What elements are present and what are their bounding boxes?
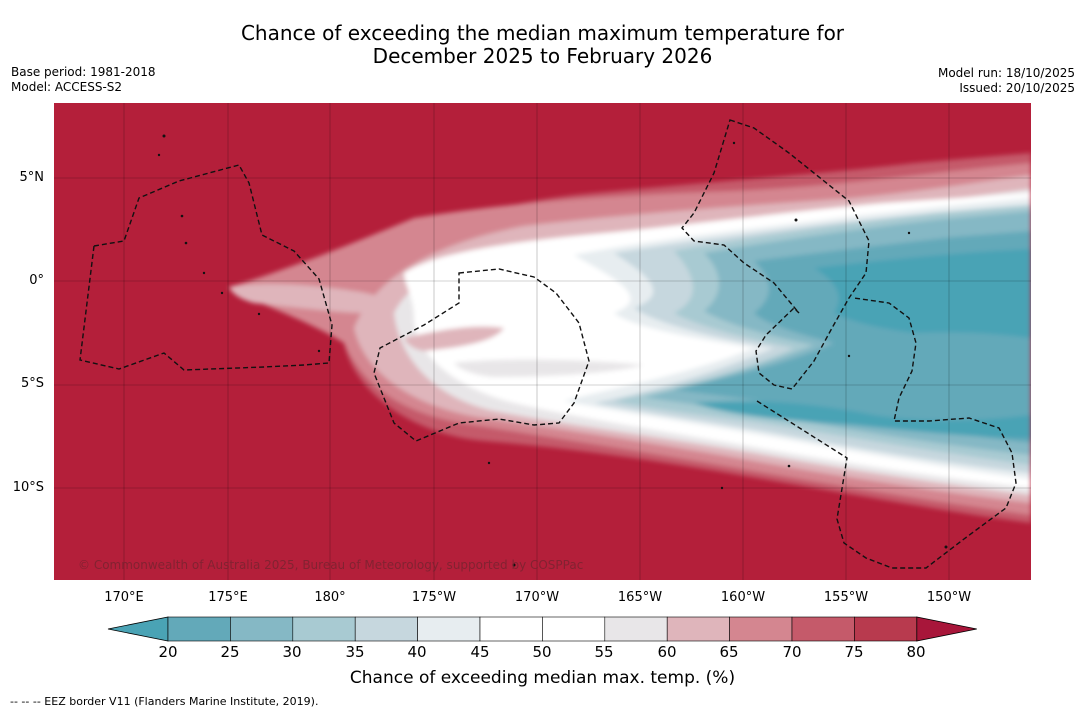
cb-tick-80: 80 xyxy=(906,643,926,661)
contour-60-patch-b xyxy=(404,326,504,351)
islands xyxy=(157,134,948,567)
lon-label-170w: 170°W xyxy=(514,590,560,605)
eez-line-dashcont xyxy=(756,297,1017,569)
colorbar-segment-55-60 xyxy=(604,616,668,642)
colorbar-segment-30-35 xyxy=(292,616,356,642)
cb-tick-40: 40 xyxy=(407,643,427,661)
model-name: Model: ACCESS-S2 xyxy=(11,80,123,94)
eez-phoenix xyxy=(373,268,590,442)
map-panel xyxy=(54,103,1031,580)
cb-tick-25: 25 xyxy=(220,643,240,661)
meta-left: Base period: 1981-2018 Model: ACCESS-S2 xyxy=(11,65,156,95)
title-line-2: December 2025 to February 2026 xyxy=(372,44,713,68)
lat-label-10s: 10°S xyxy=(12,480,44,495)
cb-tick-35: 35 xyxy=(345,643,365,661)
contour-60-patch xyxy=(229,284,391,314)
colorbar xyxy=(107,616,977,642)
probability-field xyxy=(229,153,1031,523)
forecast-map xyxy=(54,103,1031,580)
cb-tick-70: 70 xyxy=(782,643,802,661)
model-run: Model run: 18/10/2025 xyxy=(937,66,1075,80)
cb-tick-30: 30 xyxy=(282,643,302,661)
cb-tick-60: 60 xyxy=(657,643,677,661)
contour-55-patch xyxy=(454,359,644,377)
colorbar-under-arrow xyxy=(107,616,169,642)
eez-footnote: -- -- -- EEZ border V11 (Flanders Marine… xyxy=(10,695,319,708)
lon-label-170e: 170°E xyxy=(104,590,144,605)
colorbar-segment-45-50 xyxy=(479,616,543,642)
map-title: Chance of exceeding the median maximum t… xyxy=(0,22,1085,68)
contour-below-20-b xyxy=(694,401,1031,438)
eez-kiribati-gilberts xyxy=(79,164,333,371)
colorbar-segment-25-30 xyxy=(230,616,294,642)
lon-label-150w: 150°W xyxy=(926,590,972,605)
colorbar-segment-40-45 xyxy=(417,616,481,642)
colorbar-segment-60-65 xyxy=(666,616,730,642)
colorbar-segment-20-25 xyxy=(167,616,231,642)
lon-label-160w: 160°W xyxy=(720,590,766,605)
cb-tick-45: 45 xyxy=(470,643,490,661)
colorbar-segment-75-80 xyxy=(854,616,918,642)
lon-label-165w: 165°W xyxy=(617,590,663,605)
eez-borders xyxy=(79,119,1017,569)
title-line-1: Chance of exceeding the median maximum t… xyxy=(240,21,845,45)
cb-tick-75: 75 xyxy=(844,643,864,661)
base-period: Base period: 1981-2018 xyxy=(11,65,156,79)
lon-label-175e: 175°E xyxy=(208,590,248,605)
grid-lines xyxy=(54,103,1031,580)
lon-label-175w: 175°W xyxy=(411,590,457,605)
colorbar-title: Chance of exceeding median max. temp. (%… xyxy=(349,668,736,688)
copyright-notice: © Commonwealth of Australia 2025, Bureau… xyxy=(78,558,584,572)
cb-tick-20: 20 xyxy=(158,643,178,661)
colorbar-segment-70-75 xyxy=(791,616,855,642)
lat-label-5s: 5°S xyxy=(20,376,44,391)
lon-label-180: 180° xyxy=(314,590,346,605)
issued-date: Issued: 20/10/2025 xyxy=(959,81,1075,95)
contour-below-20 xyxy=(814,249,1031,338)
cb-tick-65: 65 xyxy=(719,643,739,661)
colorbar-segment-50-55 xyxy=(542,616,606,642)
lat-label-5n: 5°N xyxy=(19,170,45,185)
cb-tick-50: 50 xyxy=(532,643,552,661)
eez-line-islands xyxy=(681,119,870,390)
meta-right: Model run: 18/10/2025 Issued: 20/10/2025 xyxy=(938,66,1075,96)
lat-label-0: 0° xyxy=(29,273,44,288)
cb-tick-55: 55 xyxy=(594,643,614,661)
lon-label-155w: 155°W xyxy=(823,590,869,605)
colorbar-segment-65-70 xyxy=(729,616,793,642)
colorbar-over-arrow xyxy=(916,616,977,642)
colorbar-segment-35-40 xyxy=(354,616,418,642)
